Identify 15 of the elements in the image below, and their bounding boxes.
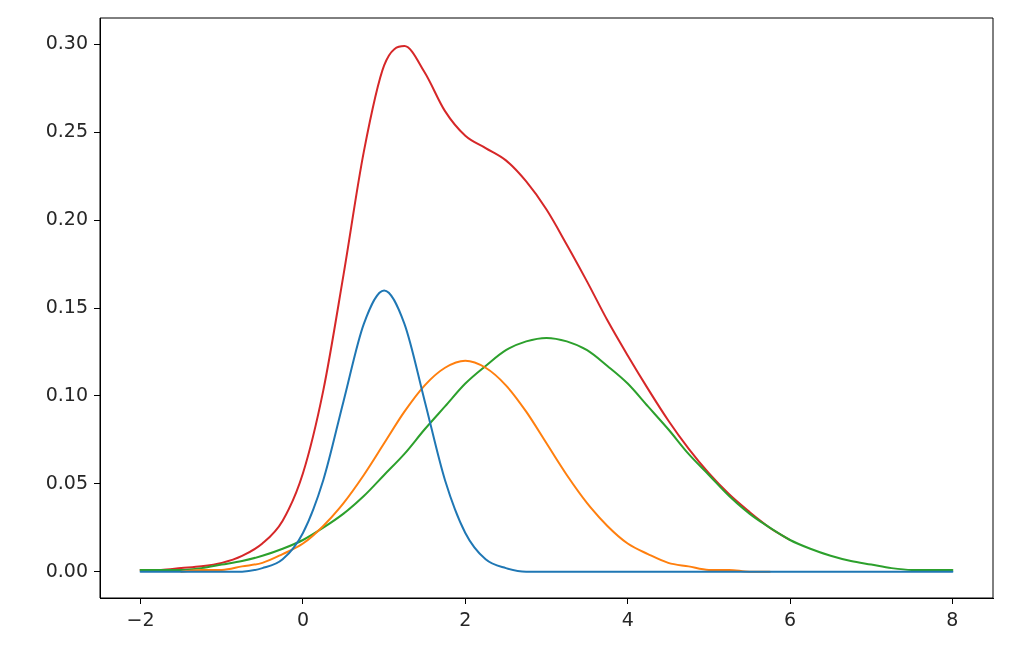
y-tick-label: 0.00 [45, 558, 88, 581]
y-tick-label: 0.20 [45, 207, 88, 230]
x-tick-label: 8 [946, 608, 959, 631]
y-tick-label: 0.15 [45, 294, 88, 317]
line-series [139, 289, 954, 573]
x-tick-label: 2 [459, 608, 472, 631]
y-tick-label: 0.10 [45, 382, 88, 405]
y-tick-label: 0.30 [45, 31, 88, 54]
y-tick-label: 0.05 [45, 470, 88, 493]
x-tick-label: 6 [784, 608, 797, 631]
x-tick-label: −2 [126, 608, 155, 631]
line-series [139, 336, 954, 571]
x-tick-label: 0 [296, 608, 309, 631]
x-tick-label: 4 [621, 608, 634, 631]
y-tick-label: 0.25 [45, 119, 88, 142]
